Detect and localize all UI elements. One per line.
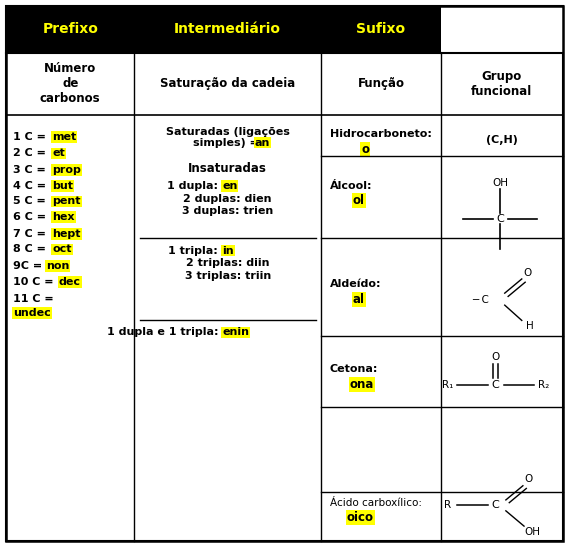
Text: O: O [523,269,531,278]
Text: an: an [255,137,270,148]
Text: en: en [222,181,237,191]
Text: dec: dec [59,277,81,287]
Text: O: O [492,352,500,362]
Text: ol: ol [353,194,365,207]
Text: pent: pent [52,196,81,206]
Text: o: o [361,143,369,155]
Text: 2 C =: 2 C = [13,148,50,159]
Text: H: H [526,321,534,331]
Text: enin: enin [222,328,249,337]
Text: 1 tripla:: 1 tripla: [168,246,222,255]
Text: Grupo
funcional: Grupo funcional [471,70,532,98]
Text: (C,H): (C,H) [486,135,518,145]
Text: R₁: R₁ [442,380,453,391]
Text: Saturadas (ligações: Saturadas (ligações [166,127,290,137]
Text: ─ C: ─ C [472,295,489,305]
Text: hex: hex [52,212,75,222]
Text: O: O [525,474,533,484]
Text: 9C =: 9C = [13,261,46,271]
Text: C: C [492,380,500,391]
Text: but: but [52,181,73,191]
Text: oct: oct [52,245,72,254]
Text: 2 duplas: dien: 2 duplas: dien [183,194,272,203]
Text: 6 C =: 6 C = [13,212,50,222]
Text: OH: OH [525,527,541,537]
Text: hept: hept [52,229,81,238]
Text: Prefixo: Prefixo [42,22,98,36]
Text: Cetona:: Cetona: [330,364,378,374]
Text: 11 C =: 11 C = [13,294,54,304]
Text: Sufixo: Sufixo [356,22,406,36]
Bar [440,6,563,53]
Text: prop: prop [52,165,81,175]
Text: C: C [496,214,504,224]
Text: undec: undec [13,309,51,318]
Text: Álcool:: Álcool: [330,181,372,191]
Text: 3 duplas: trien: 3 duplas: trien [182,206,273,216]
Text: 8 C =: 8 C = [13,245,50,254]
Text: R₂: R₂ [538,380,550,391]
Text: Insaturadas: Insaturadas [188,162,267,174]
Text: simples) =: simples) = [193,137,263,148]
Text: Função: Função [357,77,405,90]
Text: Intermediário: Intermediário [174,22,281,36]
Text: al: al [353,293,365,306]
Text: 1 dupla:: 1 dupla: [167,181,222,191]
Text: 3 triplas: triin: 3 triplas: triin [184,271,271,281]
Text: 10 C =: 10 C = [13,277,57,287]
Text: C: C [492,501,500,510]
Text: non: non [46,261,69,271]
Text: Hidrocarboneto:: Hidrocarboneto: [330,130,432,139]
Text: Aldeído:: Aldeído: [330,280,381,289]
Text: 1 C =: 1 C = [13,132,50,142]
Text: 1 dupla e 1 tripla:: 1 dupla e 1 tripla: [107,328,222,337]
Text: Ácido carboxílico:: Ácido carboxílico: [330,498,422,508]
Text: Número
de
carbonos: Número de carbonos [40,62,101,106]
Text: R: R [444,501,451,510]
Text: 5 C =: 5 C = [13,196,50,206]
Bar [6,6,440,53]
Text: oico: oico [347,511,374,524]
Text: met: met [52,132,77,142]
Text: 3 C =: 3 C = [13,165,50,175]
Text: 2 triplas: diin: 2 triplas: diin [186,258,270,268]
Text: 4 C =: 4 C = [13,181,50,191]
Text: in: in [222,246,234,255]
Text: 7 C =: 7 C = [13,229,50,238]
Text: et: et [52,148,65,159]
Text: OH: OH [492,178,508,189]
Text: ona: ona [350,378,374,391]
Text: Saturação da cadeia: Saturação da cadeia [160,77,295,90]
